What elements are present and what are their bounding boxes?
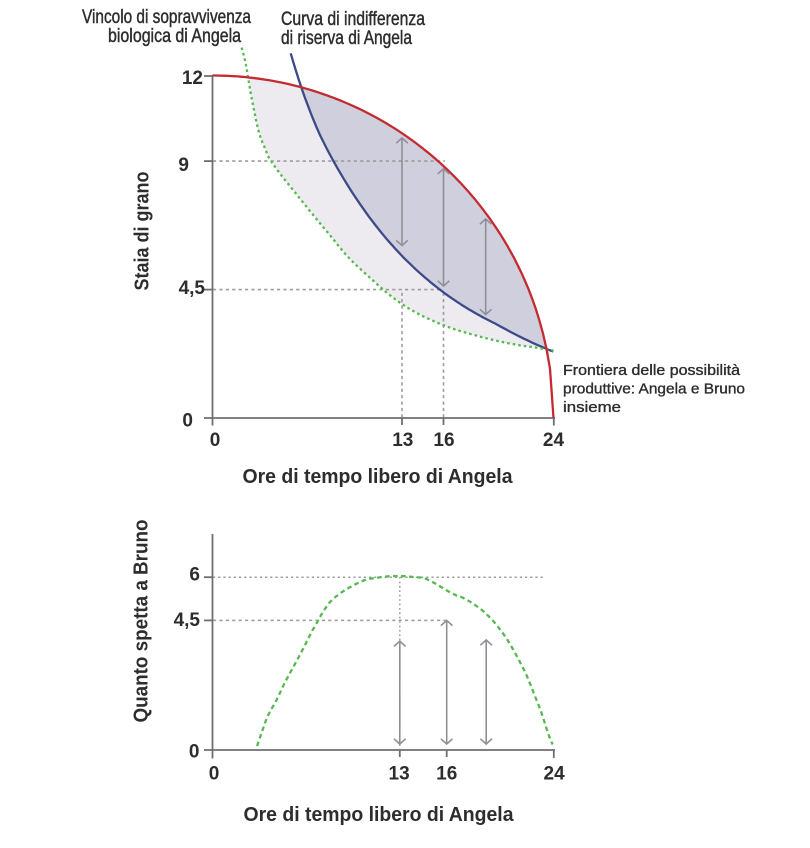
svg-text:Frontiera delle possibilità: Frontiera delle possibilità (563, 363, 740, 379)
svg-text:4,5: 4,5 (179, 278, 206, 299)
svg-text:16: 16 (433, 430, 454, 451)
svg-text:Curva di indifferenza: Curva di indifferenza (281, 9, 425, 30)
svg-text:0: 0 (189, 742, 200, 763)
svg-text:0: 0 (210, 430, 221, 451)
svg-text:24: 24 (543, 430, 565, 451)
svg-text:6: 6 (189, 564, 200, 585)
svg-text:insieme: insieme (563, 400, 621, 416)
svg-text:Ore di tempo libero di Angela: Ore di tempo libero di Angela (244, 804, 515, 826)
svg-text:24: 24 (544, 764, 566, 785)
svg-text:0: 0 (182, 410, 193, 431)
svg-text:Ore di tempo libero di Angela: Ore di tempo libero di Angela (243, 466, 514, 488)
svg-text:Staia di grano: Staia di grano (132, 172, 154, 291)
svg-text:12: 12 (182, 68, 203, 89)
svg-text:16: 16 (436, 764, 457, 785)
svg-text:0: 0 (209, 764, 220, 785)
svg-text:Vincolo di sopravvivenza: Vincolo di sopravvivenza (82, 7, 251, 28)
svg-text:9: 9 (178, 155, 189, 176)
svg-text:13: 13 (389, 764, 410, 785)
svg-text:4,5: 4,5 (174, 610, 201, 631)
svg-text:biologica di Angela: biologica di Angela (108, 26, 241, 47)
svg-text:Quanto spetta a Bruno: Quanto spetta a Bruno (131, 520, 153, 723)
svg-text:di riserva di Angela: di riserva di Angela (281, 28, 412, 49)
svg-text:13: 13 (392, 430, 413, 451)
svg-text:produttive: Angela e Bruno: produttive: Angela e Bruno (563, 382, 745, 398)
